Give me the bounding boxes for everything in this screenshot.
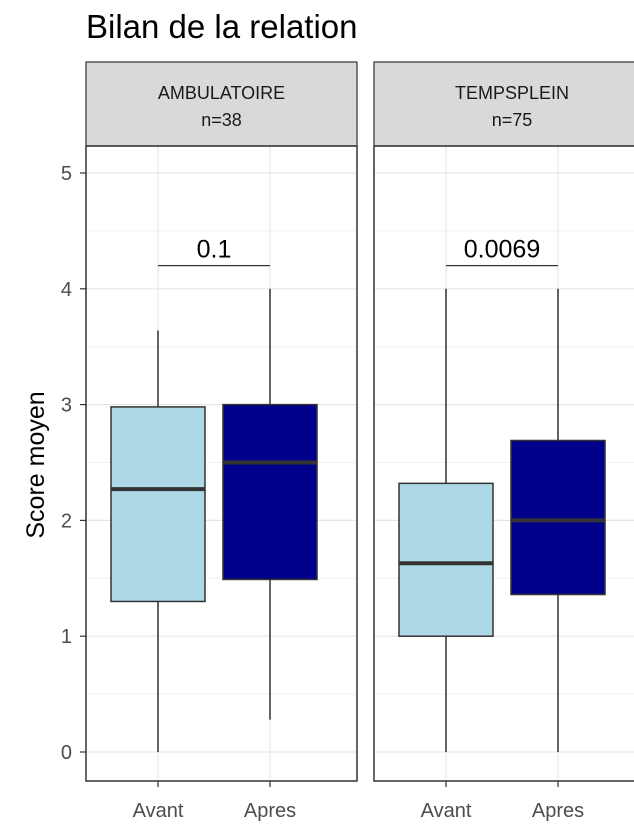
facet-panel-1: AMBULATOIRE n=38 0.1 Avant Apres — [85, 61, 358, 822]
y-tick-label: 2 — [61, 510, 72, 532]
x-tick-label: Apres — [244, 800, 296, 822]
x-tick-label: Apres — [532, 800, 584, 822]
facet-panel-2: TEMPSPLEIN n=75 0.0069 Avant Apres — [373, 61, 634, 822]
x-tick-label: Avant — [421, 800, 472, 822]
facet-sample-size: n=38 — [201, 110, 242, 130]
x-tick-label: Avant — [133, 800, 184, 822]
box-iqr — [110, 406, 206, 603]
panel-border — [373, 145, 634, 782]
box-iqr — [510, 439, 606, 596]
box-avant — [110, 330, 206, 752]
y-axis-label: Score moyen — [22, 391, 50, 538]
chart-title: Bilan de la relation — [86, 8, 358, 45]
box-apres — [222, 288, 318, 720]
box-iqr — [222, 403, 318, 581]
facet-sample-size: n=75 — [492, 110, 533, 130]
y-tick-label: 0 — [61, 742, 72, 764]
box-apres — [510, 288, 606, 752]
panel-border — [85, 145, 358, 782]
y-tick-label: 3 — [61, 395, 72, 417]
facet-strip-label: AMBULATOIRE — [158, 83, 285, 103]
box-avant — [398, 288, 494, 752]
facet-strip-label: TEMPSPLEIN — [455, 83, 569, 103]
y-tick-label: 1 — [61, 626, 72, 648]
box-iqr — [398, 482, 494, 637]
y-tick-label: 4 — [61, 279, 72, 301]
pvalue-label: 0.0069 — [464, 236, 540, 264]
facet-strip — [373, 61, 634, 147]
pvalue-label: 0.1 — [197, 236, 232, 264]
y-tick-label: 5 — [61, 163, 72, 185]
facet-strip — [85, 61, 358, 147]
